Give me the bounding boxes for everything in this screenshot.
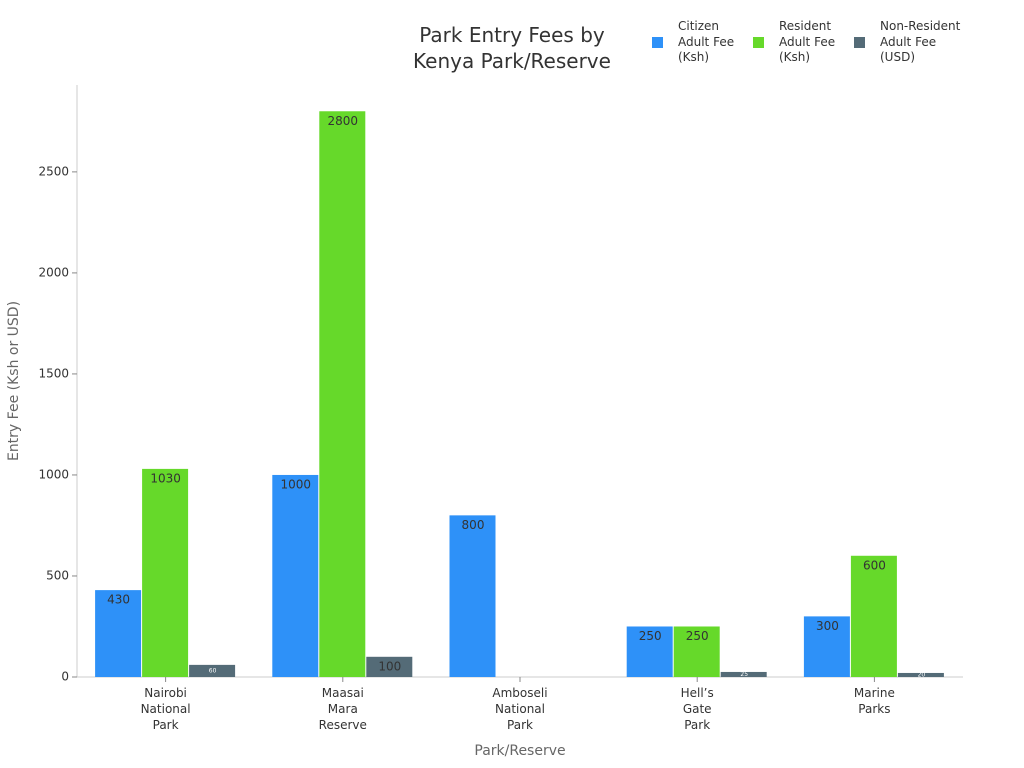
bar bbox=[897, 672, 944, 677]
data-label: 430 bbox=[107, 593, 130, 607]
bar bbox=[626, 626, 673, 677]
x-tick-label: Amboseli National Park bbox=[492, 686, 548, 732]
bar bbox=[95, 590, 142, 677]
bar bbox=[673, 626, 720, 677]
data-label: 800 bbox=[462, 518, 485, 532]
legend-label: Non-Resident Adult Fee (USD) bbox=[880, 19, 961, 64]
y-tick-label: 0 bbox=[61, 670, 69, 684]
x-tick-label: Marine Parks bbox=[853, 686, 895, 716]
data-label: 1030 bbox=[150, 471, 181, 485]
legend-swatch bbox=[652, 37, 663, 48]
legend-swatch bbox=[854, 37, 865, 48]
data-label: 25 bbox=[740, 671, 748, 678]
x-tick-label: Maasai Mara Reserve bbox=[318, 686, 367, 732]
y-tick-label: 1500 bbox=[38, 366, 69, 380]
y-tick-label: 2000 bbox=[38, 265, 69, 279]
bar bbox=[189, 664, 236, 677]
data-label: 20 bbox=[918, 671, 926, 678]
bar bbox=[720, 671, 767, 677]
bar bbox=[142, 468, 189, 677]
data-label: 2800 bbox=[328, 114, 359, 128]
data-label: 60 bbox=[209, 667, 217, 674]
y-tick-label: 1000 bbox=[38, 467, 69, 481]
legend-label: Citizen Adult Fee (Ksh) bbox=[678, 19, 735, 64]
y-axis-title: Entry Fee (Ksh or USD) bbox=[6, 301, 22, 461]
bar bbox=[803, 616, 850, 677]
bar bbox=[272, 474, 319, 677]
x-tick-label: Nairobi National Park bbox=[140, 686, 191, 732]
x-tick-label: Hell’s Gate Park bbox=[680, 686, 714, 732]
x-axis-title: Park/Reserve bbox=[474, 743, 565, 759]
data-label: 250 bbox=[639, 629, 662, 643]
y-tick-label: 500 bbox=[46, 568, 69, 582]
data-label: 250 bbox=[686, 629, 709, 643]
data-label: 600 bbox=[863, 558, 886, 572]
data-label: 100 bbox=[378, 659, 401, 673]
data-label: 1000 bbox=[281, 477, 312, 491]
chart-title: Park Entry Fees by Kenya Park/Reserve bbox=[413, 23, 611, 73]
y-tick-label: 2500 bbox=[38, 164, 69, 178]
bar bbox=[366, 656, 413, 677]
legend-swatch bbox=[753, 37, 764, 48]
legend-label: Resident Adult Fee (Ksh) bbox=[779, 19, 836, 64]
bar bbox=[850, 555, 897, 677]
data-label: 300 bbox=[816, 619, 839, 633]
bar bbox=[449, 515, 496, 677]
bar bbox=[319, 111, 366, 677]
